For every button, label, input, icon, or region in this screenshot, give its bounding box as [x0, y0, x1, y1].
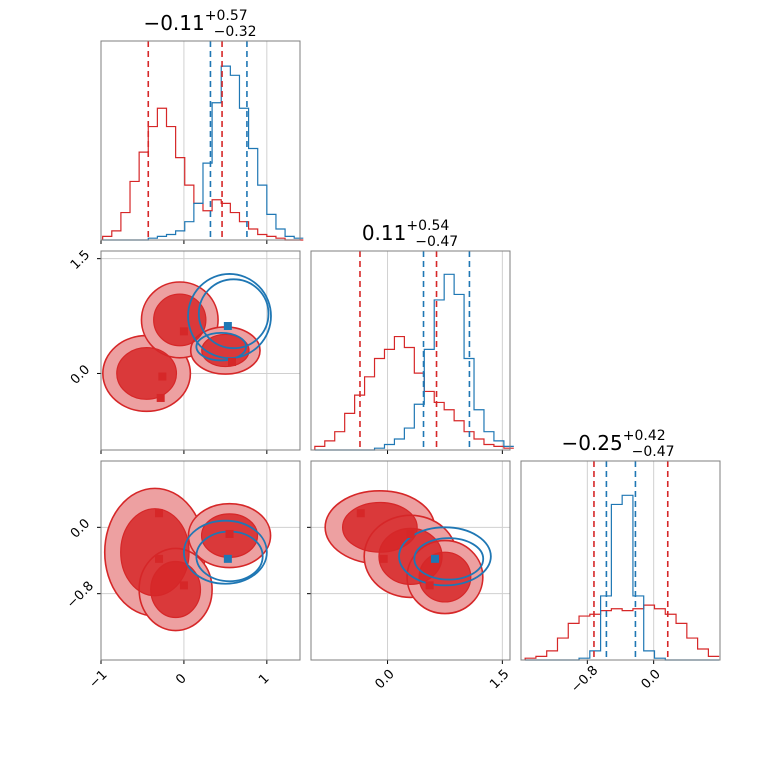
y-tick-label: −0.8	[64, 579, 97, 612]
contour-blue	[195, 331, 248, 362]
blue-square-marker	[223, 322, 232, 331]
red-square-marker	[406, 529, 415, 538]
y-tick-label: 0.0	[68, 362, 93, 387]
contour-red-inner	[418, 551, 472, 603]
red-square-marker	[158, 372, 167, 381]
red-square-marker	[425, 581, 434, 590]
contour-blue	[183, 519, 268, 585]
x-tick-label: −0.8	[568, 663, 601, 696]
title-p0: −0.11+0.57 −0.32	[143, 8, 256, 40]
red-square-marker	[228, 357, 237, 366]
panel-hist-p1	[310, 250, 511, 451]
histogram-red-p2	[524, 604, 720, 660]
contour-red-inner	[150, 560, 202, 619]
red-square-marker	[379, 554, 388, 563]
panel-hist-p2	[520, 460, 721, 661]
red-square-marker	[225, 529, 234, 538]
blue-square-marker	[223, 554, 232, 563]
contour-group-p1_vs_p0	[102, 273, 272, 413]
histogram-blue-p2	[525, 494, 720, 661]
y-tick-label: 0.0	[68, 516, 93, 541]
x-tick-label: 1	[256, 671, 272, 687]
red-square-marker	[155, 554, 164, 563]
contour-blue	[197, 278, 270, 350]
histogram-red-p1	[314, 335, 514, 450]
x-tick-label: −1	[86, 667, 110, 691]
x-tick-label: 0.0	[639, 667, 664, 692]
contour-red-inner	[116, 347, 178, 400]
contour-blue	[398, 526, 492, 587]
title-p1: 0.11+0.54 −0.47	[362, 218, 458, 250]
y-tick-label: 1.5	[68, 248, 93, 273]
contour-group-p2_vs_p0	[103, 487, 272, 632]
contour-blue	[413, 537, 485, 581]
red-square-marker	[356, 509, 365, 518]
contour-red-inner	[153, 293, 207, 347]
red-square-marker	[179, 327, 188, 336]
panel-p2-vs-p1	[310, 460, 511, 661]
red-square-marker	[156, 393, 165, 402]
panel-p2-vs-p0	[100, 460, 301, 661]
histogram-blue-p0	[102, 65, 304, 241]
panel-hist-p0	[100, 40, 301, 241]
title-p2: −0.25+0.42 −0.47	[561, 428, 674, 460]
blue-square-marker	[430, 554, 439, 563]
red-square-marker	[155, 509, 164, 518]
x-tick-label: 0.0	[372, 667, 397, 692]
panel-p1-vs-p0	[100, 250, 301, 451]
contour-group-p2_vs_p1	[324, 490, 492, 615]
x-tick-label: 1.5	[487, 667, 512, 692]
red-square-marker	[179, 581, 188, 590]
x-tick-label: 0	[173, 671, 189, 687]
